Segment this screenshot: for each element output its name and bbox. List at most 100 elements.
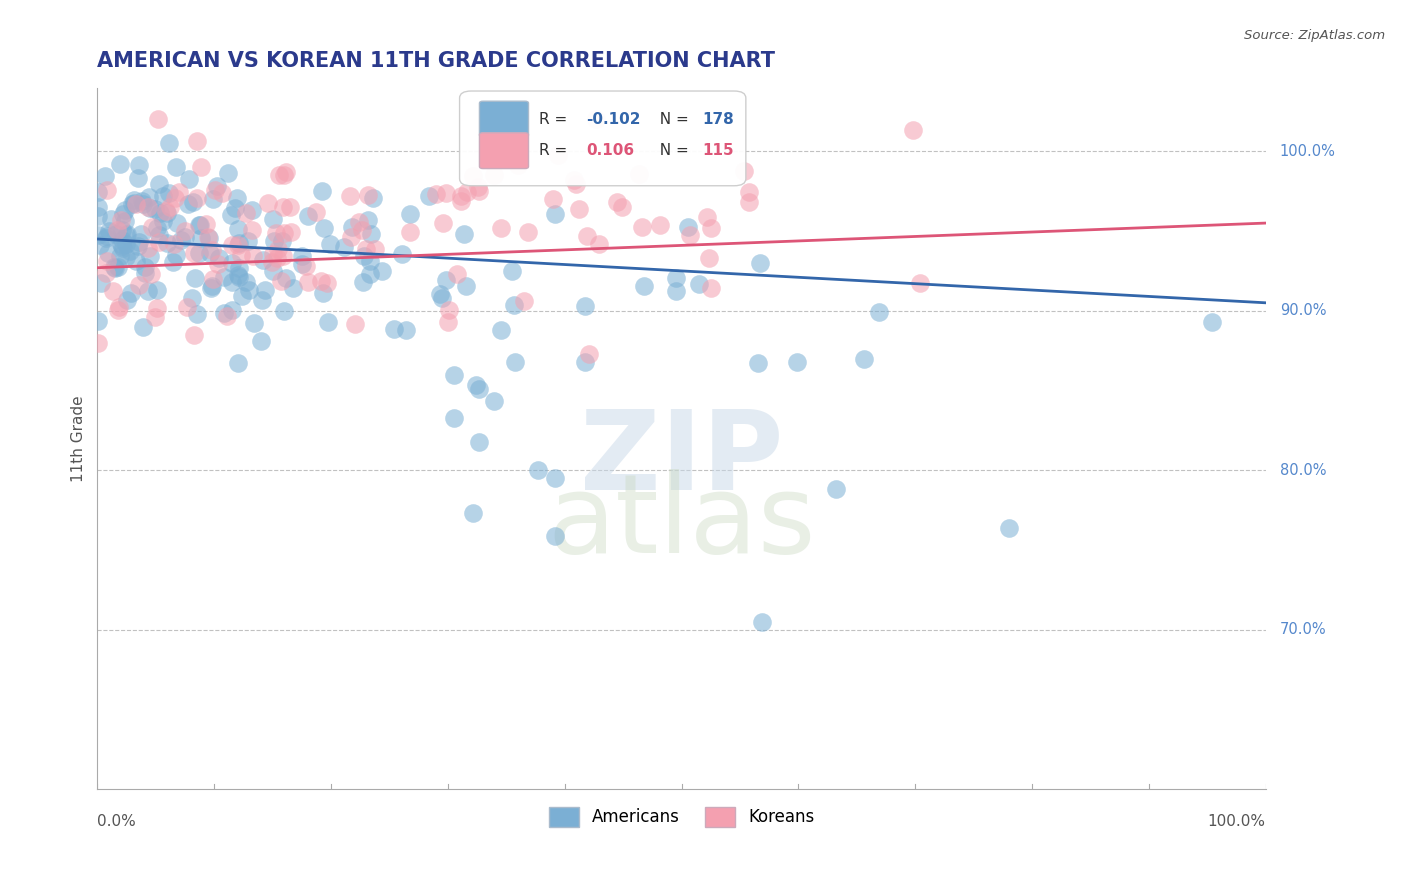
Point <box>738 195 761 210</box>
Point <box>463 506 485 520</box>
Point <box>125 254 148 268</box>
Point <box>430 291 453 305</box>
Text: AMERICAN VS KOREAN 11TH GRADE CORRELATION CHART: AMERICAN VS KOREAN 11TH GRADE CORRELATIO… <box>97 51 775 70</box>
Point <box>115 250 138 264</box>
Point <box>110 236 132 251</box>
Point <box>363 242 385 256</box>
Point <box>208 251 231 265</box>
Point <box>231 248 253 262</box>
Point <box>352 276 374 290</box>
Point <box>738 185 761 199</box>
Point <box>115 228 138 243</box>
Point <box>228 235 250 250</box>
Point <box>100 211 122 226</box>
Point <box>129 227 152 242</box>
Point <box>453 227 475 241</box>
Point <box>165 248 187 262</box>
Point <box>211 186 233 201</box>
Point <box>183 271 205 285</box>
Point <box>138 241 160 255</box>
Point <box>678 228 700 243</box>
Point <box>212 270 235 285</box>
Point <box>700 220 723 235</box>
Point <box>215 309 238 323</box>
Point <box>309 274 332 288</box>
Point <box>125 197 148 211</box>
Point <box>110 213 132 227</box>
Point <box>186 191 208 205</box>
Point <box>280 225 302 239</box>
Point <box>204 183 226 197</box>
Point <box>748 256 770 270</box>
Point <box>297 209 319 223</box>
Point <box>183 327 205 342</box>
Point <box>349 215 371 229</box>
Point <box>274 165 297 179</box>
Point <box>751 615 773 629</box>
Point <box>283 281 305 295</box>
Point <box>908 277 931 291</box>
Point <box>94 169 117 183</box>
Point <box>665 271 688 285</box>
Point <box>181 194 204 209</box>
Point <box>257 196 280 211</box>
Point <box>273 168 295 182</box>
Point <box>107 302 129 317</box>
Point <box>262 247 284 261</box>
Point <box>446 267 468 281</box>
Point <box>128 277 150 292</box>
Point <box>138 190 160 204</box>
Point <box>228 222 250 236</box>
Point <box>96 229 118 244</box>
Point <box>224 201 246 215</box>
Point <box>87 314 110 328</box>
Point <box>111 239 134 253</box>
Text: 70.0%: 70.0% <box>1279 623 1326 637</box>
Point <box>156 206 179 220</box>
Point <box>226 238 249 252</box>
Point <box>312 221 335 235</box>
Point <box>316 315 339 329</box>
Point <box>699 281 721 295</box>
Point <box>165 160 187 174</box>
Point <box>544 471 567 485</box>
Point <box>574 299 596 313</box>
Point <box>186 307 208 321</box>
Text: 0.0%: 0.0% <box>97 814 136 829</box>
Point <box>468 434 491 449</box>
Point <box>136 285 159 299</box>
Point <box>97 246 120 260</box>
Point <box>565 177 588 191</box>
Point <box>107 300 129 314</box>
Point <box>226 356 249 370</box>
Point <box>264 227 287 241</box>
Point <box>89 238 111 252</box>
Point <box>733 164 755 178</box>
Point <box>503 355 526 369</box>
Point <box>676 220 699 235</box>
Point <box>157 186 180 201</box>
Point <box>267 242 290 256</box>
Point <box>252 293 274 307</box>
Point <box>278 200 301 214</box>
Point <box>439 302 461 317</box>
Point <box>391 247 413 261</box>
Point <box>456 185 478 199</box>
Point <box>122 196 145 211</box>
Point <box>221 276 243 290</box>
Point <box>122 193 145 207</box>
Point <box>115 237 138 252</box>
Point <box>903 123 925 137</box>
Point <box>127 170 149 185</box>
Point <box>688 277 710 292</box>
Point <box>359 267 381 281</box>
Point <box>482 168 505 182</box>
Point <box>489 220 512 235</box>
Point <box>205 178 228 193</box>
Point <box>177 196 200 211</box>
Text: 100.0%: 100.0% <box>1279 144 1336 159</box>
Point <box>443 368 465 383</box>
Point <box>437 315 460 329</box>
Point <box>152 214 174 228</box>
Point <box>87 200 110 214</box>
